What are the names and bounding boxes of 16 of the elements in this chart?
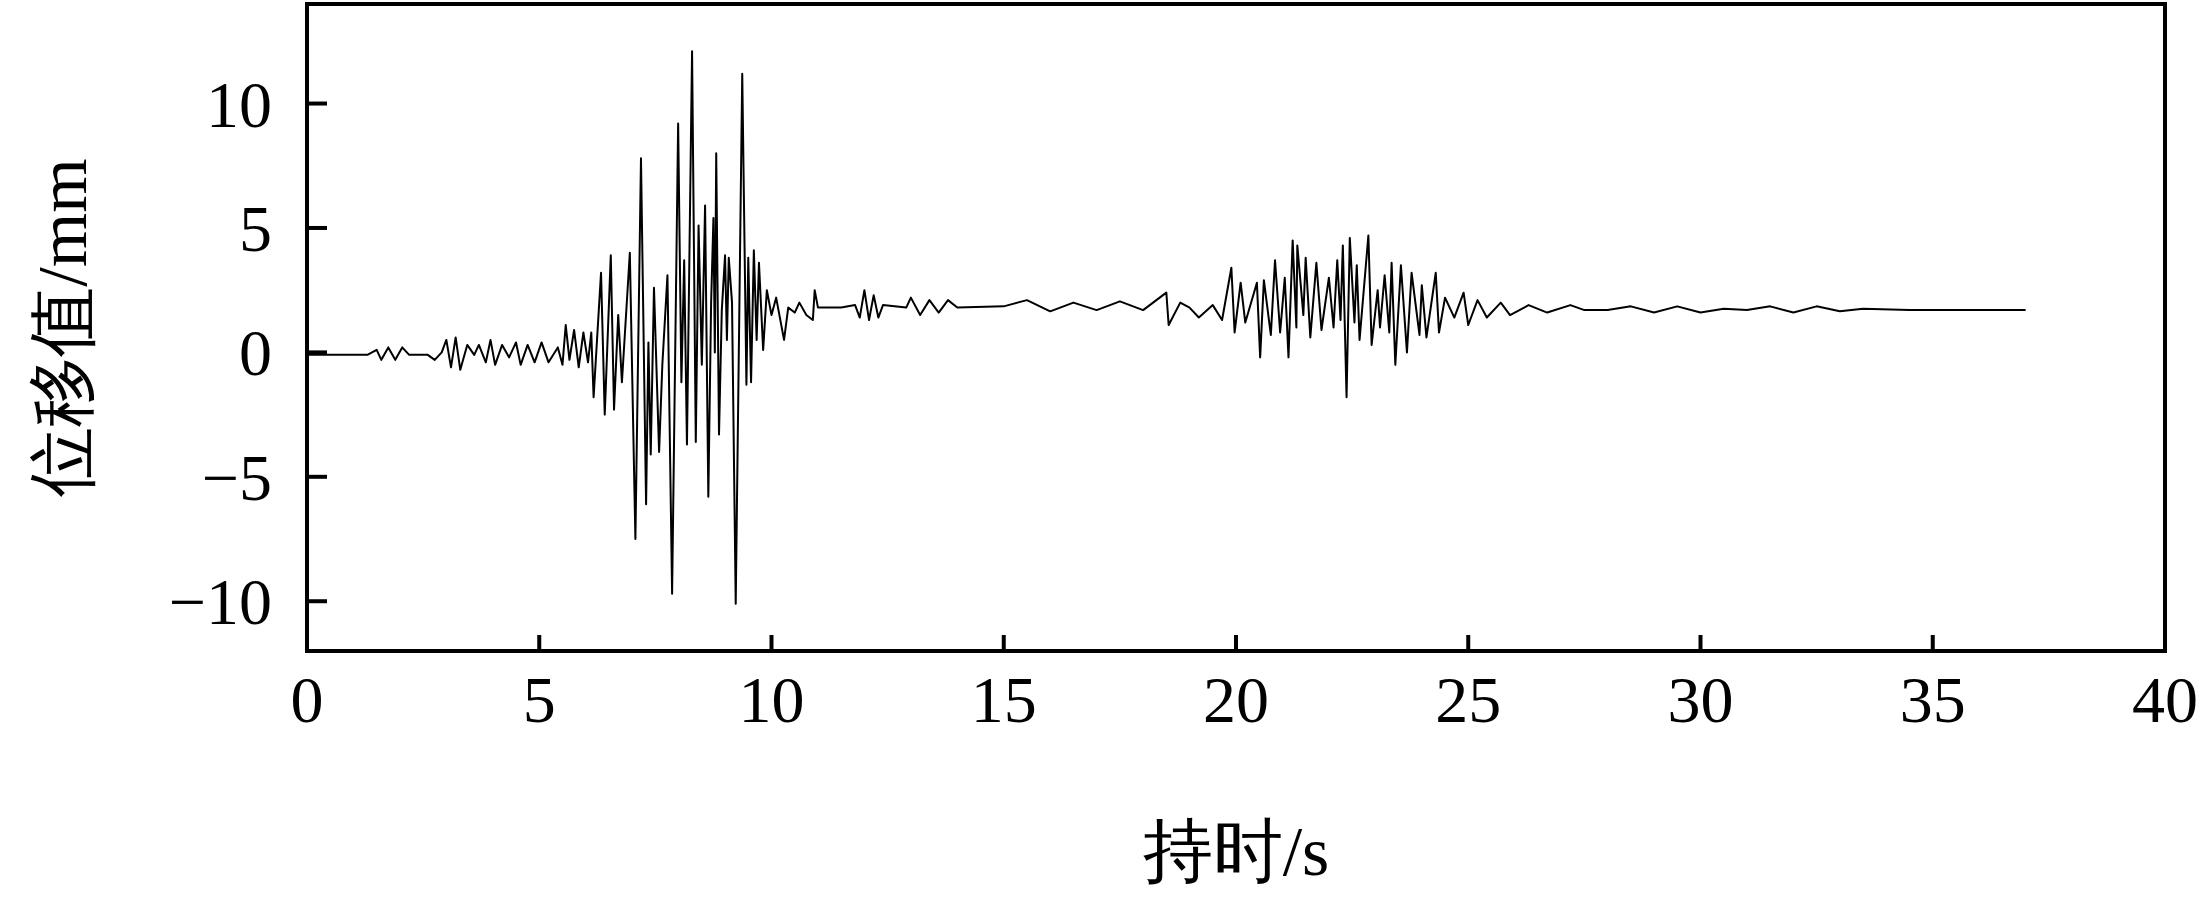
x-axis-title: 持时/s	[1142, 813, 1330, 890]
x-tick-label: 25	[1435, 663, 1502, 736]
y-tick-label: 0	[239, 316, 272, 390]
x-tick-label: 15	[970, 663, 1037, 736]
x-tick-label: 40	[2132, 663, 2198, 736]
x-tick-label: 30	[1667, 663, 1734, 736]
x-tick-label: 20	[1203, 663, 1269, 736]
x-tick-label: 35	[1899, 663, 1966, 736]
x-tick-label: 5	[522, 663, 556, 736]
y-tick-label: 5	[239, 191, 272, 265]
y-tick-label: −10	[168, 565, 272, 639]
y-tick-label: 10	[206, 67, 272, 141]
y-axis-title: 位移值/mm	[24, 158, 102, 497]
x-tick-label: 10	[738, 663, 805, 736]
y-tick-label: −5	[201, 440, 272, 514]
x-tick-label: 0	[290, 663, 324, 736]
